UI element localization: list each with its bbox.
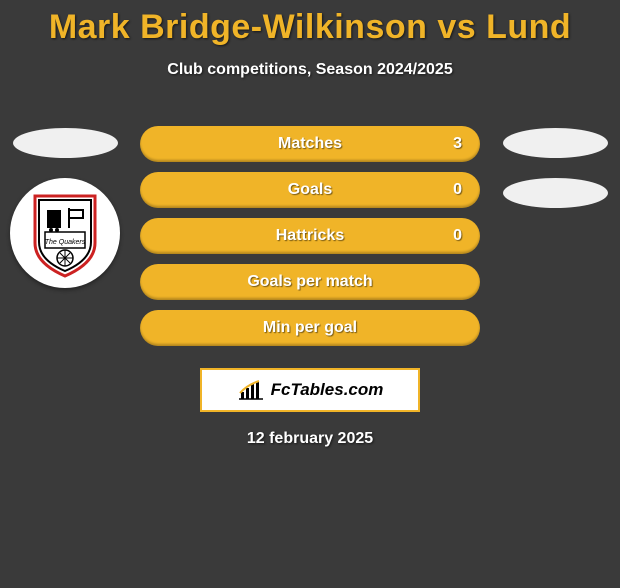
subtitle: Club competitions, Season 2024/2025 [0,61,620,79]
site-logo-box: FcTables.com [200,368,420,412]
stat-row-matches: Matches 3 [140,126,480,162]
stat-row-min-per-goal: Min per goal [140,310,480,346]
stat-label: Min per goal [140,319,480,337]
player-pill-right-1 [503,128,608,158]
svg-text:The Quakers: The Quakers [45,239,86,246]
stat-row-goals: Goals 0 [140,172,480,208]
bar-chart-icon [237,379,265,401]
stat-row-hattricks: Hattricks 0 [140,218,480,254]
site-logo-text: FcTables.com [271,380,384,400]
left-column: The Quakers [10,128,120,288]
player-pill-left [13,128,118,158]
page-title: Mark Bridge-Wilkinson vs Lund [0,8,620,47]
player-pill-right-2 [503,178,608,208]
stat-right-value: 3 [453,135,462,153]
footer: FcTables.com 12 february 2025 [0,354,620,448]
stat-label: Hattricks [140,227,480,245]
stats-panel: Matches 3 Goals 0 Hattricks 0 Goals per … [140,126,480,346]
stat-label: Goals [140,181,480,199]
shield-icon: The Quakers [25,188,105,278]
stat-label: Goals per match [140,273,480,291]
stat-row-goals-per-match: Goals per match [140,264,480,300]
right-column [500,128,610,208]
stat-right-value: 0 [453,227,462,245]
date-text: 12 february 2025 [0,430,620,448]
stat-label: Matches [140,135,480,153]
stat-right-value: 0 [453,181,462,199]
club-crest-left: The Quakers [10,178,120,288]
